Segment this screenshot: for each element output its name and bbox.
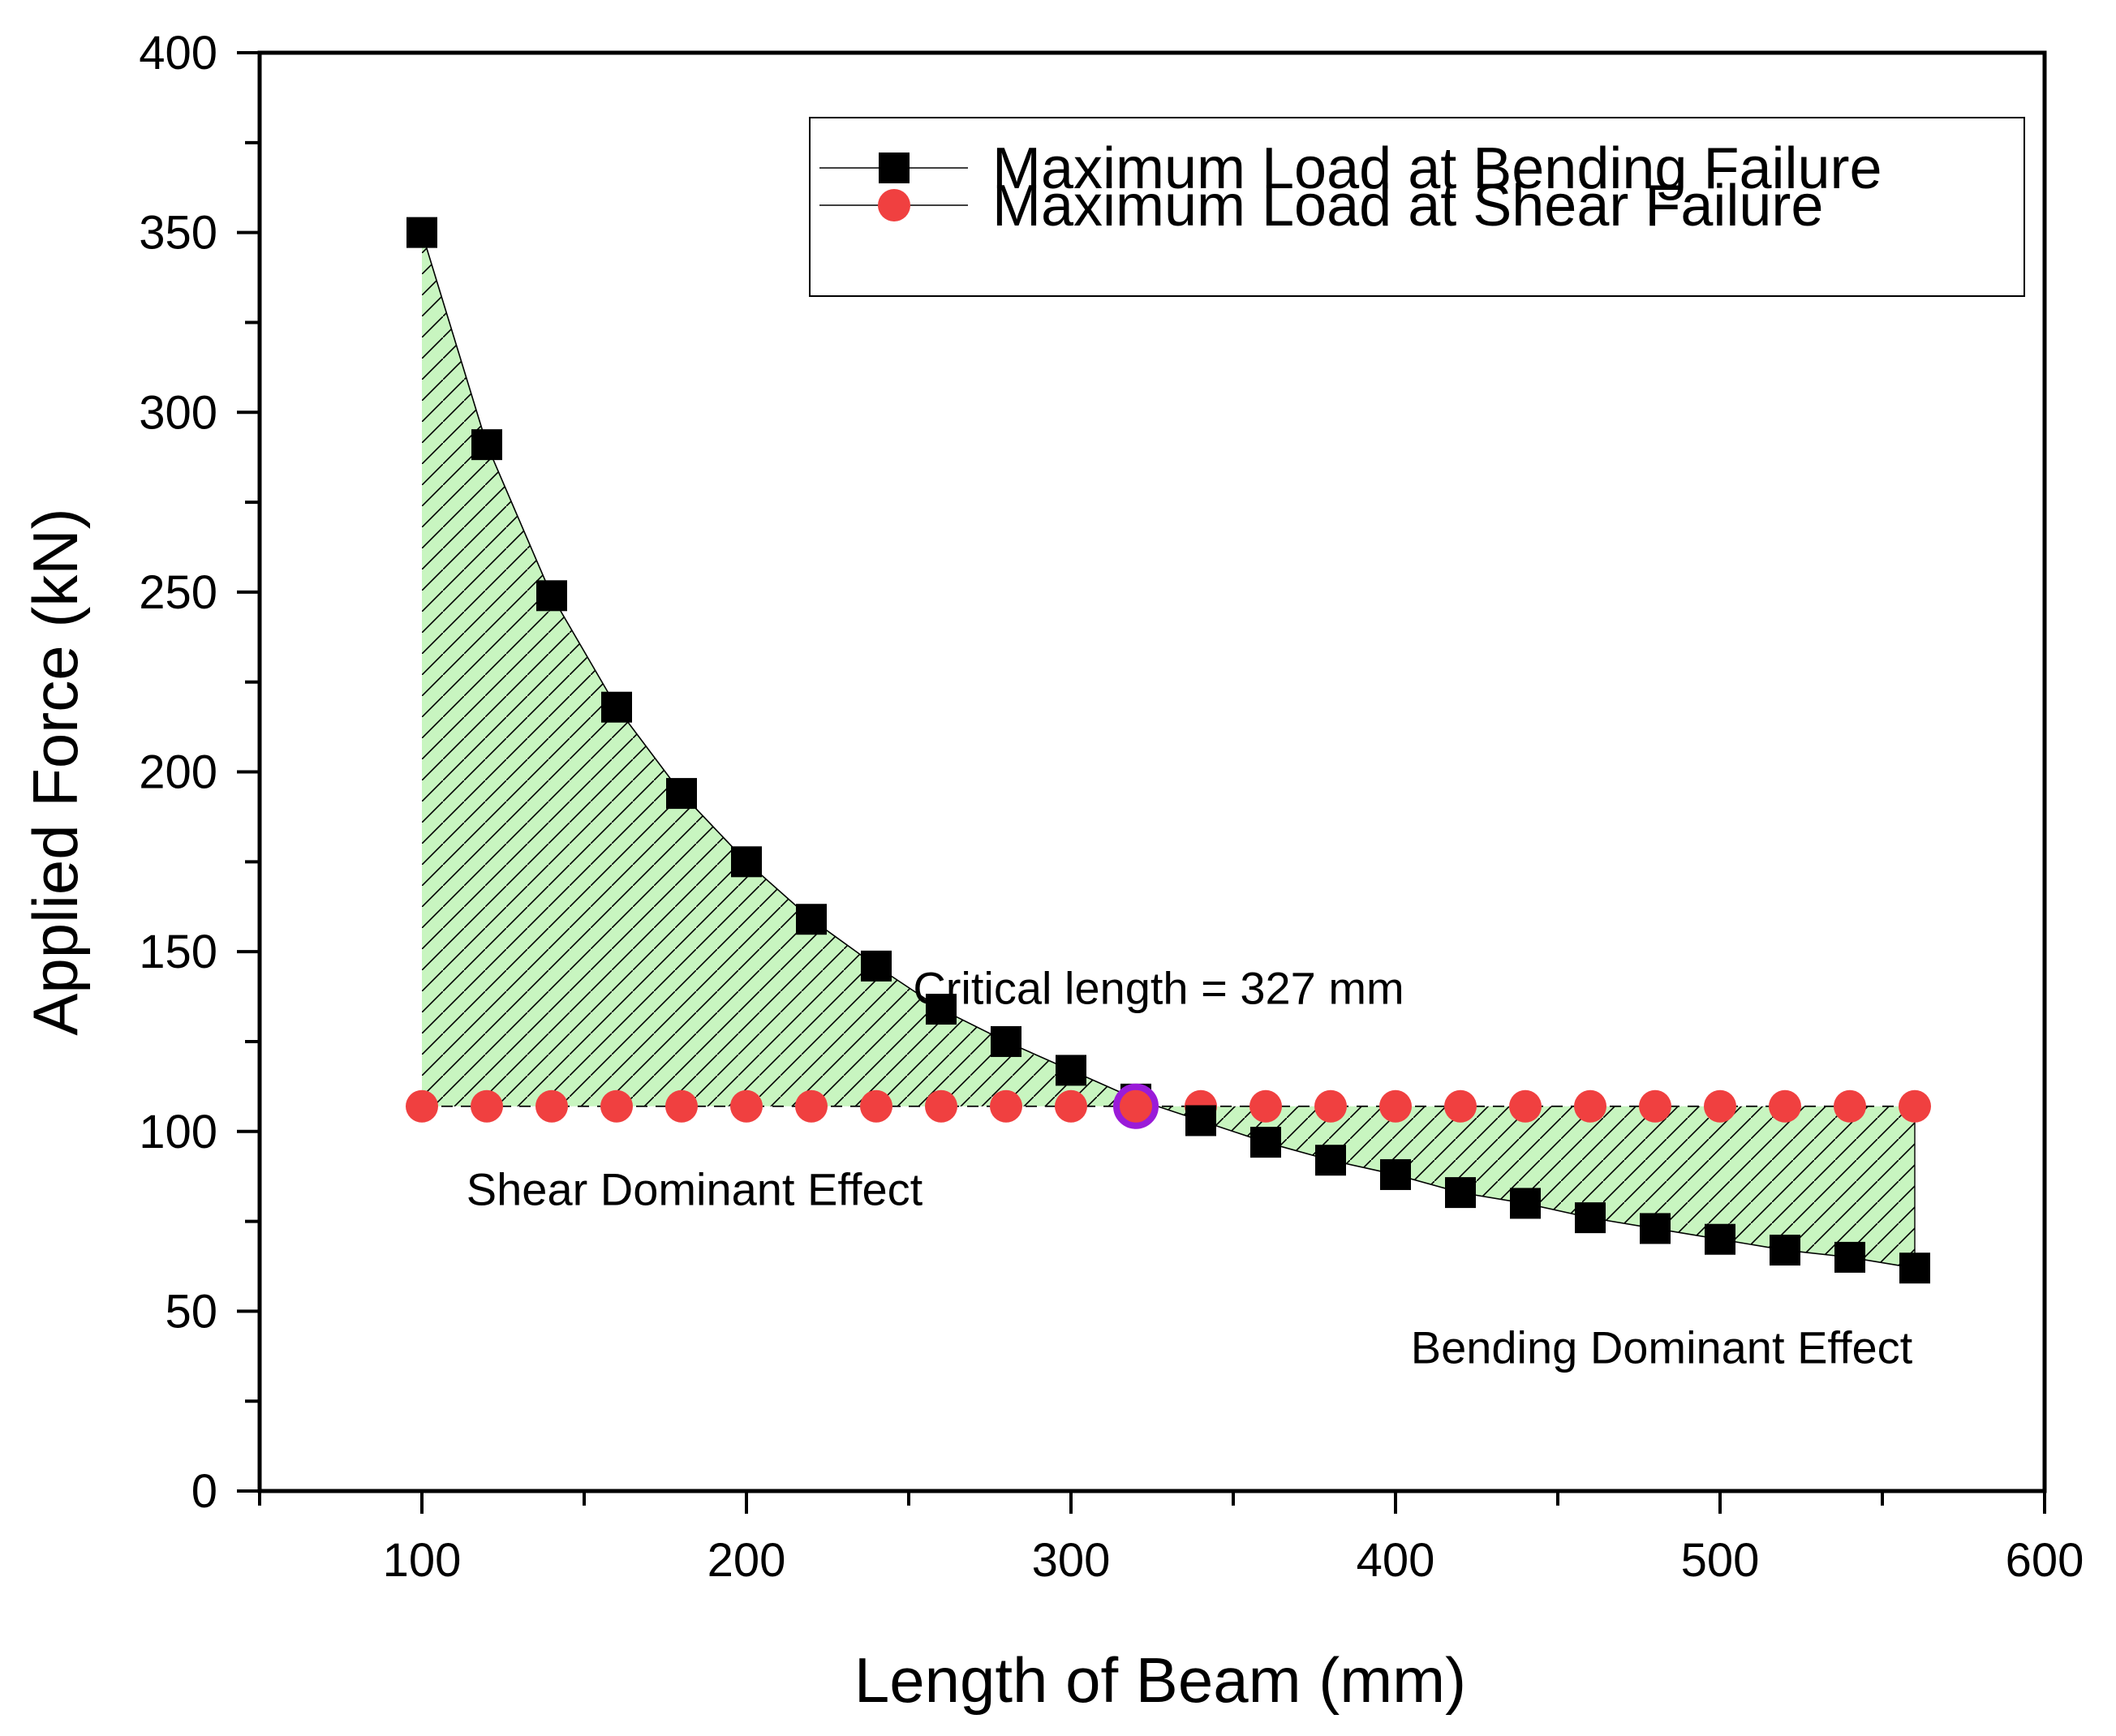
legend-label-shear: Maximum Load at Shear Failure [992, 174, 1823, 238]
shear-point [665, 1089, 698, 1123]
bending-point [1250, 1127, 1281, 1158]
shear-point [1769, 1089, 1801, 1123]
bending-point [731, 846, 762, 878]
x-tick-label: 500 [1681, 1534, 1760, 1587]
shear-point [1249, 1089, 1282, 1123]
bending-point [601, 691, 632, 723]
x-tick-label: 100 [383, 1534, 462, 1587]
legend-marker-bending [879, 153, 910, 183]
x-axis-title: Length of Beam (mm) [854, 1644, 1466, 1716]
y-tick-label: 0 [191, 1465, 217, 1518]
shear-point [471, 1089, 503, 1123]
shear-point [1899, 1089, 1931, 1123]
shear-point [1379, 1089, 1412, 1123]
y-tick-label: 200 [139, 746, 217, 799]
bending-point [406, 217, 437, 248]
bending-point [471, 429, 502, 461]
y-tick-label: 350 [139, 207, 217, 260]
shear-point [1834, 1089, 1866, 1123]
bending-point [536, 580, 567, 612]
y-tick-label: 250 [139, 566, 217, 619]
shaded-region [422, 232, 1915, 1269]
bending-point [1056, 1055, 1086, 1086]
annotation-text: Bending Dominant Effect [1411, 1322, 1913, 1373]
critical-point-highlight [1113, 1083, 1159, 1129]
bending-point [1834, 1241, 1865, 1273]
y-tick-label: 150 [139, 926, 217, 978]
annotation-text: Shear Dominant Effect [467, 1164, 923, 1215]
y-axis-title: Applied Force (kN) [19, 508, 91, 1035]
axes-layer: 100 200 300 400 500 600 0 50 100 150 200 250 300 350 4… [19, 27, 2084, 1716]
annotation-text: Critical length = 327 mm [913, 962, 1404, 1013]
shear-point [860, 1089, 892, 1123]
bending-point [926, 994, 957, 1025]
bending-point [861, 950, 892, 982]
shear-point [990, 1089, 1022, 1123]
bending-point [796, 904, 827, 935]
shear-point [1444, 1089, 1477, 1123]
shear-point [1704, 1089, 1736, 1123]
y-tick-label: 100 [139, 1106, 217, 1158]
shear-point [1314, 1089, 1347, 1123]
legend-marker-shear [878, 189, 910, 221]
x-tick-label: 200 [707, 1534, 786, 1587]
bending-point [1575, 1202, 1606, 1234]
shear-point [1509, 1089, 1542, 1123]
x-tick-label: 600 [2006, 1534, 2084, 1587]
bending-point [1705, 1223, 1735, 1255]
x-tick-label: 300 [1032, 1534, 1111, 1587]
shear-point [1574, 1089, 1606, 1123]
bending-point [1899, 1253, 1930, 1284]
shear-point [795, 1089, 828, 1123]
bending-point [666, 778, 697, 810]
bending-point [1315, 1145, 1346, 1176]
y-tick-label: 50 [165, 1285, 217, 1338]
annotations-layer: Critical length = 327 mm Shear Dominant E… [467, 962, 1913, 1373]
bending-point [1445, 1177, 1476, 1209]
bending-point [1640, 1213, 1671, 1244]
y-tick-label: 300 [139, 386, 217, 439]
shear-point [1055, 1089, 1087, 1123]
bending-point [991, 1025, 1021, 1057]
shear-point [1639, 1089, 1671, 1123]
bending-point [1770, 1235, 1800, 1266]
shear-point [730, 1089, 763, 1123]
shear-point [406, 1089, 438, 1123]
x-tick-label: 400 [1357, 1534, 1435, 1587]
markers-layer [406, 217, 1931, 1284]
legend-box [809, 117, 2025, 297]
shear-point [535, 1089, 568, 1123]
bending-point [1380, 1158, 1411, 1190]
y-tick-label: 400 [139, 27, 217, 79]
bending-point [1510, 1188, 1541, 1219]
shear-point [925, 1089, 957, 1123]
legend-label-bending: Maximum Load at Bending Failure [992, 136, 1882, 201]
shaded-region-layer [422, 232, 1915, 1269]
bending-point [1185, 1105, 1216, 1137]
shear-point [600, 1089, 633, 1123]
